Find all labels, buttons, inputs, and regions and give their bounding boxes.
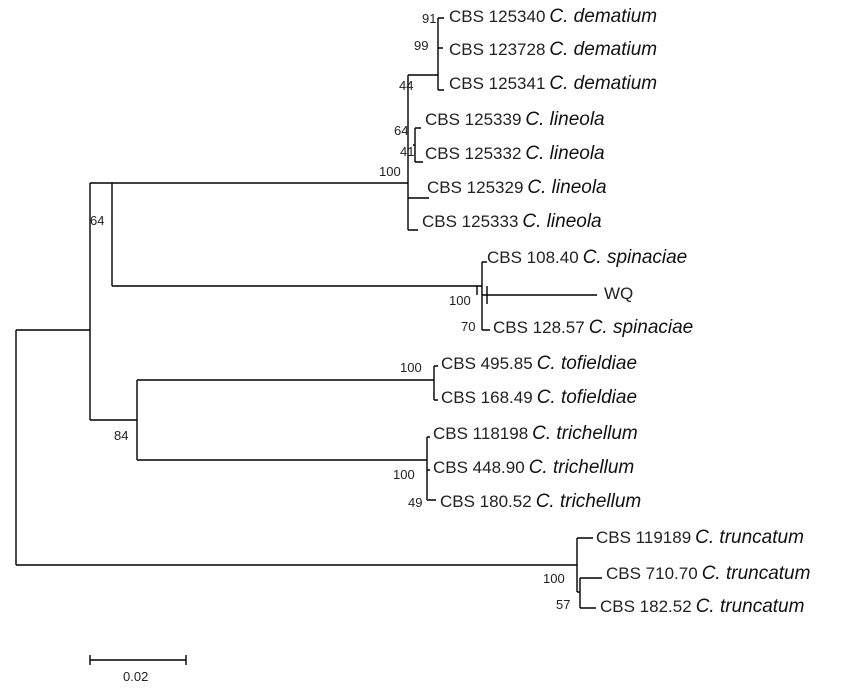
branch-root xyxy=(15,329,577,566)
bootstrap-64a: 64 xyxy=(394,123,408,138)
bootstrap-99: 99 xyxy=(414,38,428,53)
bootstrap-70: 70 xyxy=(461,319,475,334)
branch-tofieldiae xyxy=(433,365,438,401)
taxon-label-5: CBS 125332 C. lineola xyxy=(425,143,605,164)
taxon-label-6: CBS 125329 C. lineola xyxy=(427,177,607,198)
bootstrap-100e: 100 xyxy=(543,571,565,586)
branch-spinaciae xyxy=(476,261,490,331)
taxon-label-18: CBS 182.52 C. truncatum xyxy=(600,596,804,617)
taxon-label-8: CBS 108.40 C. spinaciae xyxy=(487,247,687,268)
branch-lineola-inner xyxy=(413,127,423,163)
taxon-label-7: CBS 125333 C. lineola xyxy=(422,211,602,232)
taxon-label-3: CBS 125341 C. dematium xyxy=(449,73,657,94)
branch-node-c xyxy=(136,379,434,461)
taxon-label-13: CBS 118198 C. trichellum xyxy=(433,423,638,444)
bootstrap-64b: 64 xyxy=(90,213,104,228)
taxon-label-11: CBS 495.85 C. tofieldiae xyxy=(441,353,637,374)
bootstrap-100b: 100 xyxy=(449,293,471,308)
bootstrap-57: 57 xyxy=(556,597,570,612)
scale-bar-label: 0.02 xyxy=(123,669,148,684)
taxon-label-14: CBS 448.90 C. trichellum xyxy=(433,457,634,478)
bootstrap-100a: 100 xyxy=(379,164,401,179)
taxon-label-16: CBS 119189 C. truncatum xyxy=(596,527,804,548)
bootstrap-100c: 100 xyxy=(400,360,422,375)
scale-bar xyxy=(89,655,187,665)
bootstrap-44: 44 xyxy=(399,78,413,93)
bootstrap-91: 91 xyxy=(422,11,436,26)
bootstrap-49: 49 xyxy=(408,495,422,510)
branch-truncatum xyxy=(576,537,602,609)
branch-node-b xyxy=(111,182,477,287)
bootstrap-100d: 100 xyxy=(393,467,415,482)
taxon-label-1: CBS 125340 C. dematium xyxy=(449,6,657,27)
taxon-label-17: CBS 710.70 C. truncatum xyxy=(606,563,810,584)
branch-lineola-dematium xyxy=(407,74,431,231)
taxon-label-4: CBS 125339 C. lineola xyxy=(425,109,605,130)
branch-wq xyxy=(486,286,597,304)
branch-dematium xyxy=(431,17,444,91)
bootstrap-84: 84 xyxy=(114,428,128,443)
taxon-label-2: CBS 123728 C. dematium xyxy=(449,39,657,60)
bootstrap-41: 41 xyxy=(400,144,414,159)
branch-trichellum xyxy=(426,436,436,501)
taxon-label-12: CBS 168.49 C. tofieldiae xyxy=(441,387,637,408)
taxon-label-15: CBS 180.52 C. trichellum xyxy=(440,491,641,512)
taxon-label-10: CBS 128.57 C. spinaciae xyxy=(493,317,693,338)
taxon-label-9: WQ xyxy=(604,284,633,303)
branch-node-a xyxy=(89,182,137,421)
